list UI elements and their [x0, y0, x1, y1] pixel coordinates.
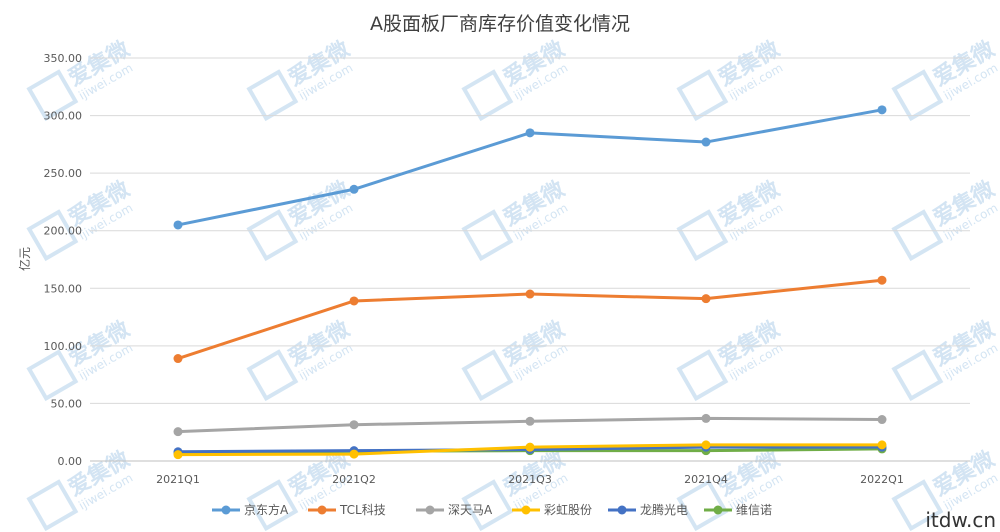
- data-point: [525, 442, 535, 452]
- watermark-logo-icon: [26, 479, 79, 532]
- watermark-logo-icon: [246, 69, 299, 122]
- y-tick-label: 250.00: [44, 167, 83, 180]
- watermark-logo-icon: [676, 349, 729, 402]
- data-point: [701, 137, 711, 147]
- y-tick-label: 200.00: [44, 225, 83, 238]
- data-point: [173, 427, 183, 437]
- watermark-logo-icon: [891, 349, 944, 402]
- legend-item: 彩虹股份: [512, 503, 592, 517]
- watermark-logo-icon: [676, 209, 729, 262]
- legend-item: TCL科技: [308, 503, 386, 517]
- y-axis-ticks: 0.00 50.00 100.00 150.00 200.00 250.00 300.00 3…: [44, 52, 83, 468]
- data-point: [173, 450, 183, 460]
- legend-item: 深天马A: [416, 503, 493, 517]
- data-point: [701, 294, 711, 304]
- legend-label: 龙腾光电: [640, 502, 688, 517]
- data-point: [701, 440, 711, 450]
- data-point: [349, 184, 359, 194]
- legend-item: 龙腾光电: [608, 502, 688, 517]
- watermark-logo-icon: [26, 209, 79, 262]
- y-tick-label: 50.00: [51, 397, 83, 410]
- legend-item: 维信诺: [704, 503, 772, 517]
- x-tick-label: 2022Q1: [860, 473, 904, 486]
- legend-marker-icon: [713, 505, 723, 515]
- x-tick-label: 2021Q4: [684, 473, 728, 486]
- data-point: [349, 449, 359, 459]
- watermark-logo-icon: [891, 69, 944, 122]
- watermark-logo-icon: [26, 349, 79, 402]
- watermark-logo-icon: [891, 479, 944, 532]
- watermark-logo-icon: [246, 349, 299, 402]
- legend-label: 京东方A: [244, 502, 289, 517]
- y-tick-label: 0.00: [58, 455, 83, 468]
- watermark-logo-icon: [461, 349, 514, 402]
- legend-marker-icon: [317, 505, 327, 515]
- data-point: [173, 354, 183, 364]
- x-tick-label: 2021Q2: [332, 473, 376, 486]
- watermark-logo-icon: [246, 209, 299, 262]
- y-tick-label: 150.00: [44, 282, 83, 295]
- legend-marker-icon: [521, 505, 531, 515]
- grid: [90, 57, 970, 462]
- watermark-logo-icon: [676, 479, 729, 532]
- y-tick-label: 350.00: [44, 52, 83, 65]
- legend-label: 维信诺: [736, 503, 772, 517]
- data-point: [349, 296, 359, 306]
- x-axis-ticks: 2021Q1 2021Q2 2021Q3 2021Q4 2022Q1: [156, 473, 904, 486]
- watermark-logo-icon: [461, 479, 514, 532]
- data-point: [877, 440, 887, 450]
- data-point: [701, 413, 711, 423]
- data-point: [525, 128, 535, 138]
- watermark-logo-icon: [461, 209, 514, 262]
- data-point: [877, 105, 887, 115]
- x-tick-label: 2021Q1: [156, 473, 200, 486]
- legend-marker-icon: [617, 505, 627, 515]
- legend-item: 京东方A: [212, 502, 289, 517]
- data-point: [525, 416, 535, 426]
- chart-title: A股面板厂商库存价值变化情况: [370, 13, 630, 35]
- data-point: [349, 420, 359, 430]
- series-layer: [173, 105, 887, 460]
- x-tick-label: 2021Q3: [508, 473, 552, 486]
- y-tick-label: 300.00: [44, 110, 83, 123]
- watermark-logo-icon: [461, 69, 514, 122]
- watermark-logo-icon: [246, 479, 299, 532]
- legend-marker-icon: [425, 505, 435, 515]
- data-point: [877, 275, 887, 285]
- watermark-logo-icon: [891, 209, 944, 262]
- y-axis-label: 亿元: [17, 247, 32, 271]
- legend-label: 深天马A: [448, 503, 493, 517]
- legend-label: 彩虹股份: [544, 503, 592, 517]
- data-point: [525, 289, 535, 299]
- data-point: [877, 415, 887, 425]
- watermark-logo-icon: [26, 69, 79, 122]
- y-tick-label: 100.00: [44, 340, 83, 353]
- legend-label: TCL科技: [339, 503, 386, 517]
- data-point: [173, 220, 183, 230]
- corner-text: itdw.cn: [925, 508, 996, 532]
- watermark-logo-icon: [676, 69, 729, 122]
- legend: 京东方A TCL科技 深天马A 彩虹股份 龙腾光电 维信诺: [212, 502, 772, 517]
- legend-marker-icon: [221, 505, 231, 515]
